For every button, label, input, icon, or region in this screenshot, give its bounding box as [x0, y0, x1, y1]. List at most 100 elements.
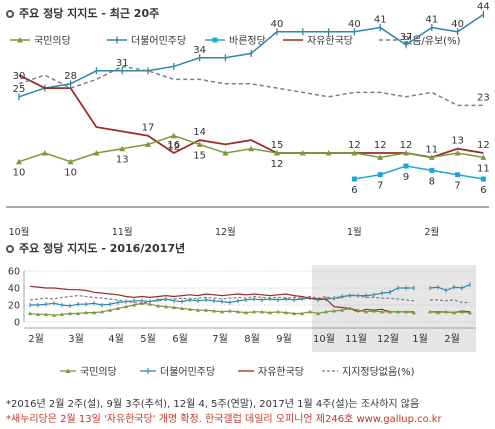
series-line — [18, 74, 484, 159]
legend-marker — [65, 368, 71, 373]
data-point — [348, 306, 352, 310]
x-month-label: 10월 — [9, 226, 30, 238]
data-point — [428, 309, 432, 314]
top-chart-title: 주요 정당 지지도 - 최근 20주 — [6, 5, 159, 21]
footnote-1: *2016년 2월 2주(설), 9월 3주(추석), 12월 4, 5주(연말… — [6, 399, 420, 410]
data-point — [76, 311, 80, 316]
data-point — [380, 309, 384, 314]
data-point — [145, 141, 151, 147]
data-point — [455, 172, 461, 178]
data-point — [124, 304, 128, 309]
top-chart-month-row: 10월 11월 12월 1월 2월 — [9, 226, 440, 238]
x-month-label: 12월 — [215, 226, 236, 238]
data-point — [274, 150, 280, 156]
data-point — [429, 167, 435, 173]
data-point — [67, 158, 74, 165]
data-point — [60, 312, 64, 316]
data-point — [276, 309, 280, 314]
data-point — [268, 310, 272, 315]
x-month-label: 6월 — [172, 333, 188, 345]
data-point — [164, 304, 168, 309]
data-label: 9 — [403, 172, 409, 183]
legend-label: 더불어민주당 — [131, 35, 186, 47]
bottom-title-text: 주요 정당 지지도 - 2016/2017년 — [19, 242, 186, 255]
x-month-label: 8월 — [244, 333, 260, 345]
data-label: 17 — [142, 123, 155, 134]
data-point — [248, 145, 255, 152]
x-month-label: 2월 — [444, 333, 460, 345]
legend-marker — [212, 37, 218, 43]
data-label: 44 — [477, 1, 490, 12]
x-month-label: 9월 — [276, 333, 292, 345]
data-point — [444, 309, 448, 314]
data-label: 7 — [377, 181, 383, 192]
title-bullet-icon — [6, 10, 14, 18]
data-point — [180, 306, 184, 310]
data-label: 34 — [193, 45, 206, 56]
data-label: 11 — [477, 163, 490, 174]
data-point — [108, 308, 112, 312]
data-point — [212, 308, 216, 313]
data-label: 41 — [425, 14, 438, 25]
data-label: 12 — [348, 140, 361, 151]
data-label: 13 — [116, 155, 129, 166]
data-point — [132, 303, 136, 307]
data-label: 40 — [348, 19, 361, 30]
highlight-region — [312, 265, 476, 352]
y-tick-label: 0 — [14, 318, 20, 329]
data-label: 13 — [451, 136, 464, 147]
legend-label: 국민의당 — [34, 35, 71, 47]
data-label: 6 — [351, 185, 357, 196]
data-point — [428, 154, 435, 160]
data-label: 31 — [116, 58, 129, 69]
legend-label: 더불어민주당 — [160, 366, 215, 378]
data-point — [28, 311, 32, 316]
data-point — [364, 309, 368, 314]
y-tick-label: 20 — [8, 301, 20, 312]
x-month-label: 11월 — [345, 333, 367, 345]
data-point — [372, 308, 376, 313]
data-point — [460, 309, 464, 314]
data-point — [351, 176, 357, 182]
data-label: 37 — [400, 32, 413, 43]
data-point — [284, 310, 288, 315]
legend-label: 국민의당 — [80, 366, 117, 378]
x-month-label: 1월 — [412, 333, 428, 345]
data-label: 12 — [271, 159, 284, 170]
data-point — [148, 302, 152, 306]
data-point — [84, 310, 88, 315]
data-point — [332, 308, 336, 313]
data-point — [220, 309, 224, 314]
data-label: 8 — [429, 176, 435, 187]
data-point — [377, 154, 384, 160]
series-line — [29, 294, 470, 304]
series-line — [354, 165, 484, 180]
data-point — [244, 310, 248, 315]
data-label: 14 — [193, 127, 206, 138]
data-point — [93, 150, 100, 156]
data-point — [228, 308, 232, 313]
data-point — [454, 150, 461, 156]
data-point — [16, 158, 22, 165]
data-point — [480, 176, 486, 182]
data-point — [119, 145, 126, 152]
x-month-label: 10월 — [313, 333, 335, 345]
x-month-label: 2월 — [424, 226, 439, 238]
legend-label: 자유한국당 — [307, 35, 353, 47]
data-point — [377, 172, 383, 178]
data-point — [388, 309, 392, 314]
data-label: 25 — [13, 84, 26, 95]
data-point — [236, 309, 240, 314]
legend-label: 바른정당 — [229, 35, 266, 47]
bottom-chart-title: 주요 정당 지지도 - 2016/2017년 — [6, 240, 185, 256]
data-point — [204, 308, 208, 312]
data-point — [436, 310, 440, 315]
footnote-2: *새누리당은 2월 13일 '자유한국당' 개명 확정. 한국갤럽 데일리 오피… — [6, 414, 442, 425]
data-label: 12 — [400, 140, 413, 151]
data-label: 12 — [477, 140, 490, 151]
data-point — [36, 312, 40, 316]
data-label: 28 — [64, 71, 77, 82]
data-point — [299, 150, 306, 156]
